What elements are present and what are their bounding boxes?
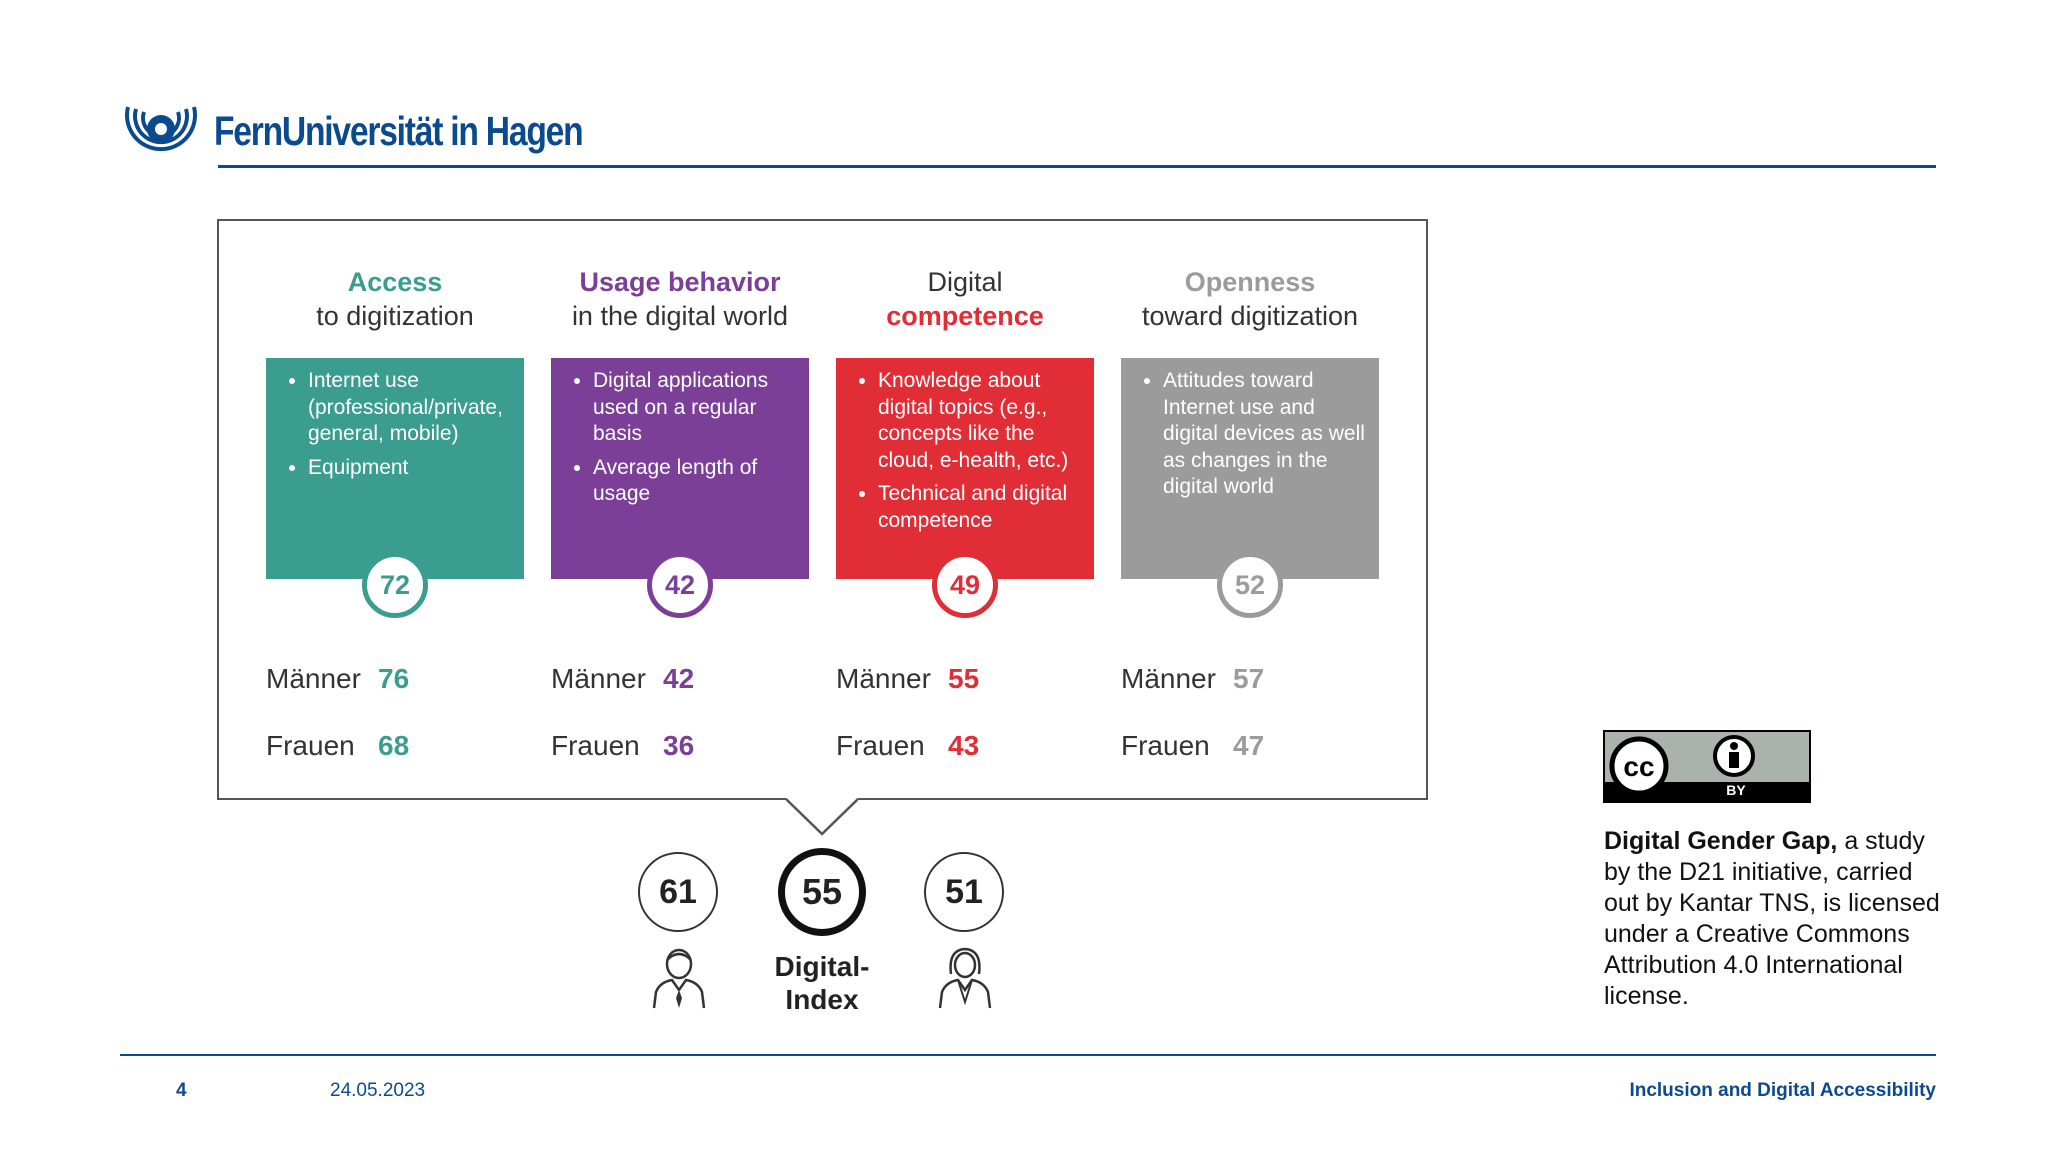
men-value: 76 [378, 663, 410, 694]
men-value: 42 [663, 663, 695, 694]
column-heading: Digital competence [836, 265, 1094, 333]
column-heading: Access to digitization [266, 265, 524, 333]
bullet-item: Average length of usage [593, 455, 797, 508]
license-body: a study by the D21 initiative, carried o… [1604, 827, 1940, 1010]
header-divider [218, 165, 1936, 168]
heading-top: Digital [927, 267, 1003, 297]
footer-date: 24.05.2023 [330, 1080, 426, 1101]
woman-icon [938, 947, 992, 1009]
men-label: Männer [266, 663, 361, 694]
heading-bold: Openness [1184, 267, 1316, 297]
heading-rest: toward digitization [1141, 301, 1359, 331]
heading-rest: to digitization [316, 301, 474, 331]
men-row: Männer 57 [1121, 663, 1379, 695]
men-row: Männer 55 [836, 663, 1094, 695]
women-label: Frauen [266, 730, 355, 761]
university-name: FernUniversität in Hagen [214, 108, 584, 154]
cc-by-license-icon: cc [1603, 730, 1811, 803]
bullet-item: Attitudes toward Internet use and digita… [1163, 368, 1367, 501]
man-icon [652, 948, 706, 1009]
category-box: Internet use (professional/private, gene… [266, 358, 524, 579]
women-value: 47 [1233, 730, 1265, 761]
heading-bold: competence [886, 301, 1044, 331]
women-label: Frauen [551, 730, 640, 761]
men-row: Männer 76 [266, 663, 524, 695]
bullet-item: Technical and digital competence [878, 481, 1082, 534]
score-badge: 49 [932, 552, 998, 618]
women-row: Frauen 47 [1121, 730, 1379, 762]
bullet-item: Knowledge about digital topics (e.g., co… [878, 368, 1082, 474]
heading-bold: Usage behavior [579, 267, 781, 297]
cc-by-label: BY [1726, 782, 1746, 798]
figure-pointer-icon [786, 798, 858, 836]
score-badge: 52 [1217, 552, 1283, 618]
category-box: Digital applications used on a regular b… [551, 358, 809, 579]
footer-title: Inclusion and Digital Accessibility [1629, 1080, 1936, 1101]
women-label: Frauen [1121, 730, 1210, 761]
category-box: Attitudes toward Internet use and digita… [1121, 358, 1379, 579]
women-value: 36 [663, 730, 695, 761]
men-value: 55 [948, 663, 980, 694]
men-label: Männer [551, 663, 646, 694]
digital-index-figure: Access to digitization Internet use (pro… [217, 219, 1428, 800]
column-heading: Usage behavior in the digital world [551, 265, 809, 333]
license-title: Digital Gender Gap, [1604, 827, 1838, 855]
score-badge: 42 [647, 552, 713, 618]
men-label: Männer [1121, 663, 1216, 694]
digital-index-circle: 55 [778, 848, 866, 936]
bullet-item: Internet use (professional/private, gene… [308, 368, 512, 448]
women-value: 43 [948, 730, 980, 761]
category-box: Knowledge about digital topics (e.g., co… [836, 358, 1094, 579]
footer-divider [120, 1054, 1936, 1056]
column-heading: Openness toward digitization [1121, 265, 1379, 333]
women-index-circle: 51 [924, 852, 1004, 932]
bullet-item: Equipment [308, 455, 512, 482]
women-row: Frauen 68 [266, 730, 524, 762]
digital-index-label: Digital- Index [774, 951, 870, 1015]
women-row: Frauen 43 [836, 730, 1094, 762]
women-row: Frauen 36 [551, 730, 809, 762]
women-label: Frauen [836, 730, 925, 761]
heading-bold: Access [347, 267, 443, 297]
men-index-circle: 61 [638, 852, 718, 932]
men-row: Männer 42 [551, 663, 809, 695]
svg-text:cc: cc [1623, 751, 1654, 782]
women-value: 68 [378, 730, 410, 761]
page-number: 4 [176, 1080, 187, 1101]
men-value: 57 [1233, 663, 1265, 694]
men-label: Männer [836, 663, 931, 694]
license-text: Digital Gender Gap, a study by the D21 i… [1604, 826, 1954, 1012]
bullet-item: Digital applications used on a regular b… [593, 368, 797, 448]
heading-rest: in the digital world [571, 301, 789, 331]
fernuni-logo-icon [125, 106, 197, 152]
score-badge: 72 [362, 552, 428, 618]
